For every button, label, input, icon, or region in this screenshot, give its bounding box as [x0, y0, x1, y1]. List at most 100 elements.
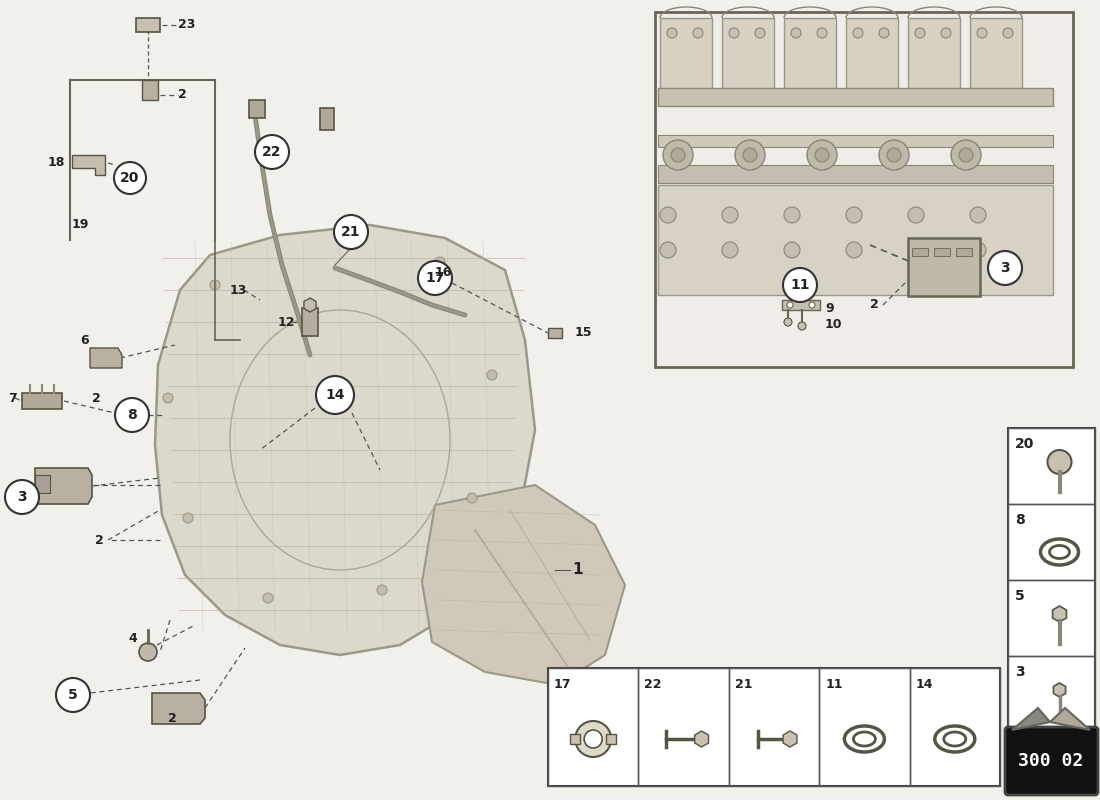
- Text: 1: 1: [572, 562, 583, 578]
- Text: 17: 17: [554, 678, 572, 690]
- Bar: [136, 18, 160, 32]
- Bar: [142, 80, 158, 100]
- Text: 2: 2: [95, 534, 103, 546]
- Bar: [846, 18, 898, 93]
- Bar: [658, 165, 1053, 183]
- Circle shape: [434, 257, 446, 267]
- Bar: [934, 248, 950, 256]
- Text: 21: 21: [341, 225, 361, 239]
- Circle shape: [255, 135, 289, 169]
- Bar: [548, 668, 1000, 786]
- Circle shape: [808, 302, 815, 308]
- Circle shape: [722, 207, 738, 223]
- Circle shape: [798, 322, 806, 330]
- Circle shape: [970, 242, 986, 258]
- Circle shape: [56, 678, 90, 712]
- Bar: [606, 734, 616, 744]
- Circle shape: [742, 148, 757, 162]
- Circle shape: [846, 242, 862, 258]
- Circle shape: [660, 242, 676, 258]
- Text: 3: 3: [1015, 665, 1024, 679]
- Text: 14: 14: [326, 388, 344, 402]
- Circle shape: [663, 140, 693, 170]
- Text: 22: 22: [262, 145, 282, 159]
- Circle shape: [575, 721, 612, 757]
- Circle shape: [660, 207, 676, 223]
- Text: 15: 15: [575, 326, 593, 339]
- Text: 8: 8: [1015, 513, 1025, 527]
- Text: 23: 23: [178, 18, 196, 31]
- Bar: [970, 18, 1022, 93]
- Text: 3: 3: [1000, 261, 1010, 275]
- Polygon shape: [90, 348, 122, 368]
- Text: 22: 22: [645, 678, 662, 690]
- Circle shape: [316, 376, 354, 414]
- Text: 9: 9: [825, 302, 834, 314]
- Bar: [658, 135, 1053, 147]
- Text: 20: 20: [120, 171, 140, 185]
- Text: 5: 5: [1015, 589, 1025, 603]
- Bar: [784, 18, 836, 93]
- Circle shape: [735, 140, 764, 170]
- Circle shape: [852, 28, 864, 38]
- Text: 8: 8: [128, 408, 136, 422]
- Circle shape: [418, 261, 452, 295]
- Polygon shape: [35, 468, 92, 504]
- Bar: [654, 12, 1072, 367]
- Text: 2: 2: [870, 298, 879, 311]
- Text: 2: 2: [178, 89, 187, 102]
- Circle shape: [334, 215, 368, 249]
- Bar: [912, 248, 928, 256]
- Circle shape: [887, 148, 901, 162]
- Circle shape: [693, 28, 703, 38]
- Polygon shape: [422, 485, 625, 685]
- Polygon shape: [155, 225, 535, 655]
- Circle shape: [817, 28, 827, 38]
- Circle shape: [784, 242, 800, 258]
- Circle shape: [879, 28, 889, 38]
- Bar: [910, 668, 1000, 786]
- Bar: [548, 668, 638, 786]
- Circle shape: [667, 28, 676, 38]
- Text: 3: 3: [18, 490, 26, 504]
- Text: 11: 11: [790, 278, 810, 292]
- Circle shape: [791, 28, 801, 38]
- Text: 2: 2: [168, 711, 177, 725]
- Text: 14: 14: [915, 678, 933, 690]
- Circle shape: [263, 593, 273, 603]
- Bar: [658, 88, 1053, 106]
- Circle shape: [908, 207, 924, 223]
- Text: 10: 10: [825, 318, 843, 331]
- Bar: [570, 734, 580, 744]
- Circle shape: [722, 242, 738, 258]
- Text: 16: 16: [434, 266, 452, 278]
- Bar: [782, 300, 820, 310]
- Circle shape: [1047, 450, 1071, 474]
- Circle shape: [468, 493, 477, 503]
- Bar: [722, 18, 774, 93]
- Bar: [35, 475, 50, 493]
- Bar: [1008, 656, 1094, 732]
- Circle shape: [487, 370, 497, 380]
- Circle shape: [377, 585, 387, 595]
- Bar: [1008, 580, 1094, 656]
- Bar: [1008, 428, 1094, 732]
- Bar: [320, 108, 334, 130]
- Text: 21: 21: [735, 678, 752, 690]
- Bar: [908, 18, 960, 93]
- Bar: [302, 308, 318, 336]
- Bar: [548, 328, 562, 338]
- Text: 20: 20: [1015, 437, 1034, 451]
- Circle shape: [908, 242, 924, 258]
- Circle shape: [755, 28, 764, 38]
- Circle shape: [846, 207, 862, 223]
- Circle shape: [210, 280, 220, 290]
- Polygon shape: [152, 693, 205, 724]
- Bar: [22, 393, 62, 409]
- FancyBboxPatch shape: [1005, 727, 1098, 795]
- Circle shape: [671, 148, 685, 162]
- Bar: [956, 248, 972, 256]
- Circle shape: [977, 28, 987, 38]
- Circle shape: [6, 480, 38, 514]
- Text: 17: 17: [426, 271, 444, 285]
